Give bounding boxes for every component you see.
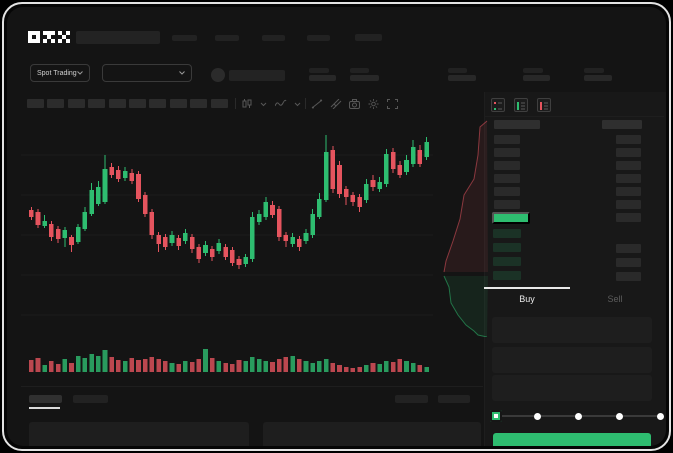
last-price-button[interactable] [492,212,530,224]
ask-price-row-2[interactable] [494,148,520,157]
timeframe-slot-8[interactable] [169,99,187,108]
bid-price-row-1[interactable] [493,229,521,238]
amount-input[interactable] [492,347,652,373]
stat-1-value [309,75,336,81]
chevron-down-icon[interactable] [294,102,301,107]
timeframe-slot-3[interactable] [67,99,85,108]
stat-2-label [350,68,369,73]
camera-icon[interactable] [349,99,360,109]
coin-avatar [211,68,225,82]
bottom-tab-underline [29,407,60,409]
nav-item-1[interactable] [172,35,197,41]
price-input[interactable] [492,317,652,343]
bottom-tab-1[interactable] [29,395,62,403]
buy-submit-button[interactable] [493,433,651,446]
pair-title-placeholder [76,31,160,44]
slider-stop-4[interactable] [657,413,664,420]
stat-4-label [523,68,543,73]
ask-amount-row-7 [616,213,641,222]
timeframe-slot-2[interactable] [47,99,65,108]
timeframe-slot-1[interactable] [27,99,44,108]
candles-icon[interactable] [241,99,253,109]
bid-amount-row-3 [616,272,641,281]
depth-chart[interactable] [434,119,488,337]
orderbook-view-bids-icon[interactable] [514,98,528,112]
timeframe-slot-10[interactable] [210,99,228,108]
nav-item-2[interactable] [215,35,239,41]
slider-stop-2[interactable] [575,413,582,420]
market-type-label: Spot Trading [37,69,77,77]
ask-amount-row-3 [616,161,641,170]
timeframe-slot-7[interactable] [149,99,167,108]
trendline-icon[interactable] [311,99,323,109]
active-tab-indicator [484,287,570,289]
bid-price-row-3[interactable] [493,257,521,266]
panel-divider [484,92,485,446]
slider-stop-3[interactable] [616,413,623,420]
chevron-down-icon[interactable] [260,102,267,107]
bottom-action-2[interactable] [438,395,470,403]
nav-item-4[interactable] [307,35,330,41]
indicator-icon[interactable] [275,99,287,109]
orderbook-price-header [494,120,540,129]
candlestick-chart[interactable] [21,117,433,379]
ask-amount-row-4 [616,174,641,183]
ask-amount-row-6 [616,200,641,209]
orderbook-amount-header [602,120,642,129]
stat-1-label [309,68,329,73]
tab-buy[interactable]: Buy [519,294,535,304]
timeframe-slot-4[interactable] [88,99,106,108]
chevron-down-icon [179,71,185,75]
price-placeholder [229,70,285,81]
history-panel-placeholder [263,422,481,446]
ask-price-row-6[interactable] [494,200,520,209]
timeframe-slot-5[interactable] [108,99,126,108]
stat-5-value [584,75,612,81]
ask-price-row-5[interactable] [494,187,520,196]
market-type-dropdown[interactable]: Spot Trading [30,64,90,82]
ask-price-row-4[interactable] [494,174,520,183]
orderbook-divider [485,116,664,117]
slider-stop-1[interactable] [534,413,541,420]
toolbar-separator [305,98,306,109]
tab-sell[interactable]: Sell [607,294,623,304]
timeframe-slot-6[interactable] [129,99,146,108]
pair-select-dropdown[interactable] [102,64,192,82]
stat-3-value [448,75,476,81]
bottom-divider [21,386,483,387]
ask-price-row-1[interactable] [494,135,520,144]
fullscreen-icon[interactable] [387,99,398,109]
bid-amount-row-1 [616,244,641,253]
ruler-icon[interactable] [330,99,342,109]
okx-logo[interactable] [28,31,70,43]
nav-item-3[interactable] [262,35,285,41]
ask-price-row-3[interactable] [494,161,520,170]
orders-panel-placeholder [29,422,249,446]
bid-price-row-4[interactable] [493,271,521,280]
bid-amount-row-2 [616,258,641,267]
orderbook-view-split-icon[interactable] [491,98,505,112]
app-window: Spot Trading [7,7,666,446]
stat-4-value [523,75,550,81]
bottom-tab-2[interactable] [73,395,108,403]
bid-price-row-2[interactable] [493,243,521,252]
toolbar-separator [235,98,236,109]
total-input[interactable] [492,375,652,401]
ask-amount-row-2 [616,148,641,157]
orderbook-view-asks-icon[interactable] [537,98,551,112]
gear-icon[interactable] [368,99,379,109]
timeframe-slot-9[interactable] [190,99,208,108]
stat-5-label [584,68,604,73]
chevron-down-icon [77,71,83,75]
amount-slider-handle[interactable] [490,410,502,422]
bottom-action-1[interactable] [395,395,428,403]
nav-item-5[interactable] [355,34,382,41]
ask-amount-row-5 [616,187,641,196]
stat-3-label [448,68,467,73]
ask-amount-row-1 [616,135,641,144]
stat-2-value [350,75,379,81]
